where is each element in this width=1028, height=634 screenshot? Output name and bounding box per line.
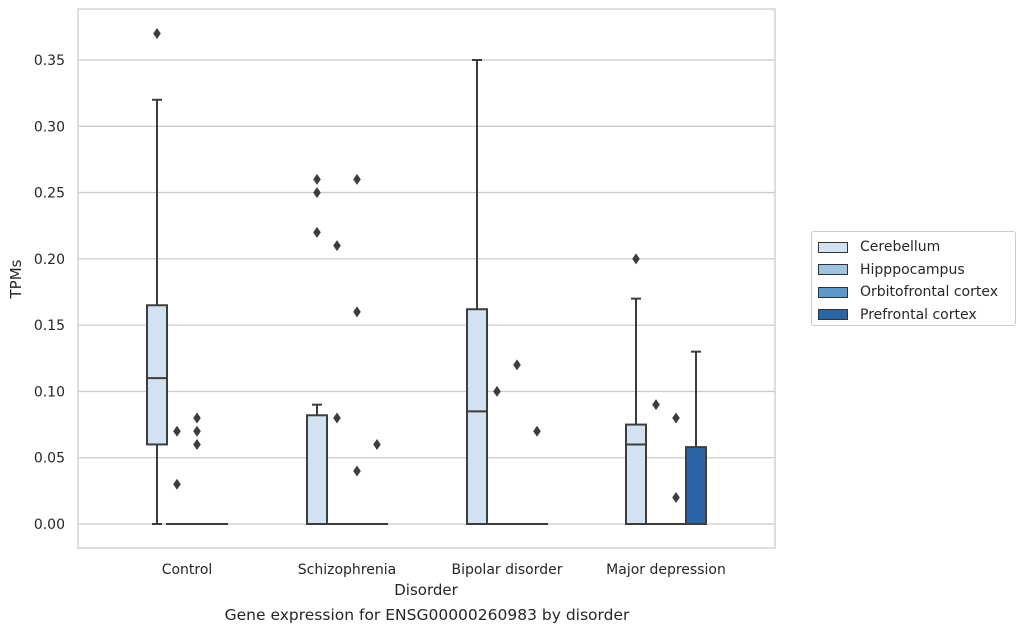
outlier-point — [333, 412, 341, 424]
outlier-point — [672, 412, 680, 424]
box-hipppocampus — [166, 425, 188, 526]
box-orbitofrontal-cortex — [506, 359, 528, 526]
outlier-point — [353, 465, 361, 477]
outlier-point — [313, 226, 321, 238]
legend-item: Hipppocampus — [818, 259, 1015, 282]
outlier-point — [193, 412, 201, 424]
outlier-point — [173, 425, 181, 437]
legend: Cerebellum Hipppocampus Orbitofrontal cort… — [811, 231, 1016, 326]
legend-item: Cerebellum — [818, 236, 1015, 259]
x-axis-label: Disorder — [394, 581, 458, 599]
x-tick-label: Bipolar disorder — [451, 562, 562, 578]
y-tick-label: 0.05 — [34, 451, 65, 467]
box-body — [466, 308, 488, 525]
outlier-point — [513, 359, 521, 371]
outlier-point — [153, 27, 161, 39]
y-tick-label: 0.15 — [34, 318, 65, 334]
outlier-point — [373, 438, 381, 450]
y-tick-label: 0.00 — [34, 517, 65, 533]
legend-swatch — [818, 264, 848, 276]
outlier-point — [313, 187, 321, 199]
outlier-point — [632, 253, 640, 265]
legend-label: Prefrontal cortex — [860, 306, 977, 323]
x-tick-label: Major depression — [606, 562, 726, 578]
x-tick-labels: Control Schizophrenia Bipolar disorder Majo… — [162, 562, 726, 578]
box-body — [306, 414, 328, 525]
box-prefrontal-cortex — [526, 425, 548, 526]
legend-swatch — [818, 309, 848, 321]
box-cerebellum — [466, 59, 488, 525]
box-body — [625, 423, 647, 526]
outlier-point — [672, 491, 680, 503]
outlier-point — [333, 240, 341, 252]
legend-label: Orbitofrontal cortex — [860, 284, 998, 301]
legend-label: Hipppocampus — [860, 261, 965, 278]
figure-caption: Gene expression for ENSG00000260983 by d… — [224, 606, 630, 624]
outlier-point — [652, 399, 660, 411]
x-tick-label: Schizophrenia — [298, 562, 396, 578]
gridlines — [78, 59, 775, 525]
box-body — [685, 446, 707, 526]
y-axis-label: TPMs — [7, 259, 25, 299]
y-tick-label: 0.10 — [34, 384, 65, 400]
outlier-point — [353, 173, 361, 185]
box-cerebellum — [625, 253, 647, 526]
box-hipppocampus — [486, 385, 508, 526]
y-tick-labels: 0.00 0.05 0.10 0.15 0.20 0.25 0.30 0.35 — [34, 53, 65, 533]
y-tick-label: 0.20 — [34, 252, 65, 268]
box-hipppocampus — [645, 399, 667, 526]
outlier-point — [193, 438, 201, 450]
outlier-point — [313, 173, 321, 185]
outlier-point — [493, 385, 501, 397]
box-series — [146, 27, 707, 526]
y-tick-label: 0.30 — [34, 119, 65, 135]
legend-item: Orbitofrontal cortex — [818, 281, 1015, 304]
y-tick-label: 0.25 — [34, 186, 65, 202]
legend-item: Prefrontal cortex — [818, 304, 1015, 327]
legend-label: Cerebellum — [860, 239, 941, 256]
plot-frame — [77, 8, 776, 549]
outlier-point — [353, 306, 361, 318]
box-orbitofrontal-cortex — [186, 412, 208, 526]
outlier-point — [193, 425, 201, 437]
x-tick-label: Control — [162, 562, 213, 578]
outlier-point — [533, 425, 541, 437]
outlier-point — [173, 478, 181, 490]
box-prefrontal-cortex — [685, 350, 707, 526]
box-hipppocampus — [326, 240, 348, 526]
box-body — [146, 304, 168, 446]
box-cerebellum — [306, 173, 328, 525]
y-tick-label: 0.35 — [34, 53, 65, 69]
legend-swatch — [818, 241, 848, 253]
legend-swatch — [818, 286, 848, 298]
box-orbitofrontal-cortex — [346, 173, 368, 526]
box-cerebellum — [146, 27, 168, 525]
box-orbitofrontal-cortex — [665, 412, 687, 526]
box-prefrontal-cortex — [366, 438, 388, 526]
